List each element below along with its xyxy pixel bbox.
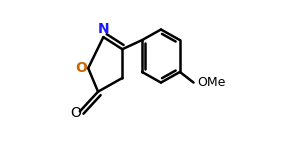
Text: O: O [75, 61, 87, 75]
Text: OMe: OMe [197, 76, 226, 89]
Text: N: N [98, 22, 109, 36]
Text: O: O [70, 106, 81, 120]
